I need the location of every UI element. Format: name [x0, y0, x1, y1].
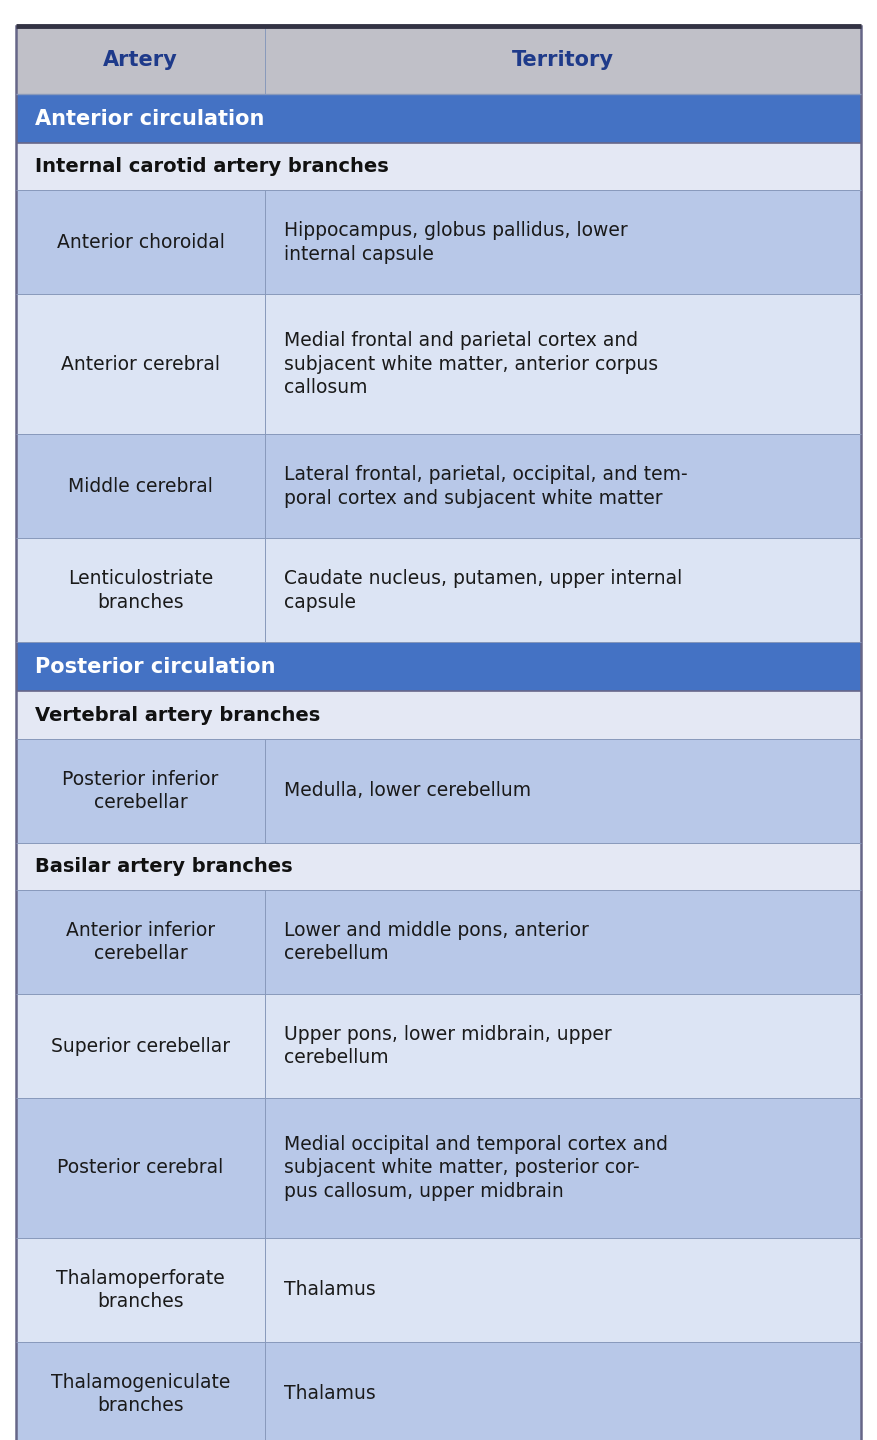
- Text: Thalamogeniculate
branches: Thalamogeniculate branches: [51, 1372, 230, 1416]
- Bar: [16, 94, 861, 143]
- Bar: [16, 294, 861, 435]
- Text: Lower and middle pons, anterior
cerebellum: Lower and middle pons, anterior cerebell…: [284, 920, 589, 963]
- Text: Thalamoperforate
branches: Thalamoperforate branches: [56, 1269, 225, 1312]
- Bar: [16, 890, 861, 994]
- Text: Lateral frontal, parietal, occipital, and tem-
poral cortex and subjacent white : Lateral frontal, parietal, occipital, an…: [284, 465, 688, 507]
- Text: Anterior circulation: Anterior circulation: [35, 108, 265, 128]
- Text: Anterior cerebral: Anterior cerebral: [61, 354, 220, 374]
- Text: Basilar artery branches: Basilar artery branches: [35, 857, 293, 876]
- Bar: [16, 1099, 861, 1238]
- Text: Posterior circulation: Posterior circulation: [35, 657, 275, 677]
- Text: Upper pons, lower midbrain, upper
cerebellum: Upper pons, lower midbrain, upper cerebe…: [284, 1025, 612, 1067]
- Bar: [16, 143, 861, 190]
- Bar: [16, 190, 861, 294]
- Text: Lenticulostriate
branches: Lenticulostriate branches: [68, 569, 213, 612]
- Bar: [16, 1342, 861, 1440]
- Text: Territory: Territory: [512, 50, 614, 71]
- Bar: [16, 842, 861, 890]
- Text: Hippocampus, globus pallidus, lower
internal capsule: Hippocampus, globus pallidus, lower inte…: [284, 222, 628, 264]
- Text: Thalamus: Thalamus: [284, 1384, 376, 1404]
- Text: Caudate nucleus, putamen, upper internal
capsule: Caudate nucleus, putamen, upper internal…: [284, 569, 682, 612]
- Text: Medial frontal and parietal cortex and
subjacent white matter, anterior corpus
c: Medial frontal and parietal cortex and s…: [284, 331, 659, 397]
- Text: Middle cerebral: Middle cerebral: [68, 477, 213, 495]
- Text: Medial occipital and temporal cortex and
subjacent white matter, posterior cor-
: Medial occipital and temporal cortex and…: [284, 1135, 668, 1201]
- Text: Posterior inferior
cerebellar: Posterior inferior cerebellar: [62, 769, 218, 812]
- Bar: [16, 691, 861, 739]
- Text: Thalamus: Thalamus: [284, 1280, 376, 1299]
- Bar: [16, 994, 861, 1099]
- Text: Vertebral artery branches: Vertebral artery branches: [35, 706, 320, 724]
- Text: Anterior inferior
cerebellar: Anterior inferior cerebellar: [66, 920, 215, 963]
- Text: Artery: Artery: [103, 50, 178, 71]
- Text: Medulla, lower cerebellum: Medulla, lower cerebellum: [284, 782, 531, 801]
- Bar: [16, 539, 861, 642]
- Bar: [16, 1238, 861, 1342]
- Text: Anterior choroidal: Anterior choroidal: [56, 233, 225, 252]
- Bar: [16, 739, 861, 842]
- Bar: [16, 435, 861, 539]
- Text: Superior cerebellar: Superior cerebellar: [51, 1037, 230, 1056]
- Text: Internal carotid artery branches: Internal carotid artery branches: [35, 157, 389, 176]
- Bar: [16, 642, 861, 691]
- Bar: [16, 26, 861, 94]
- Text: Posterior cerebral: Posterior cerebral: [57, 1158, 224, 1178]
